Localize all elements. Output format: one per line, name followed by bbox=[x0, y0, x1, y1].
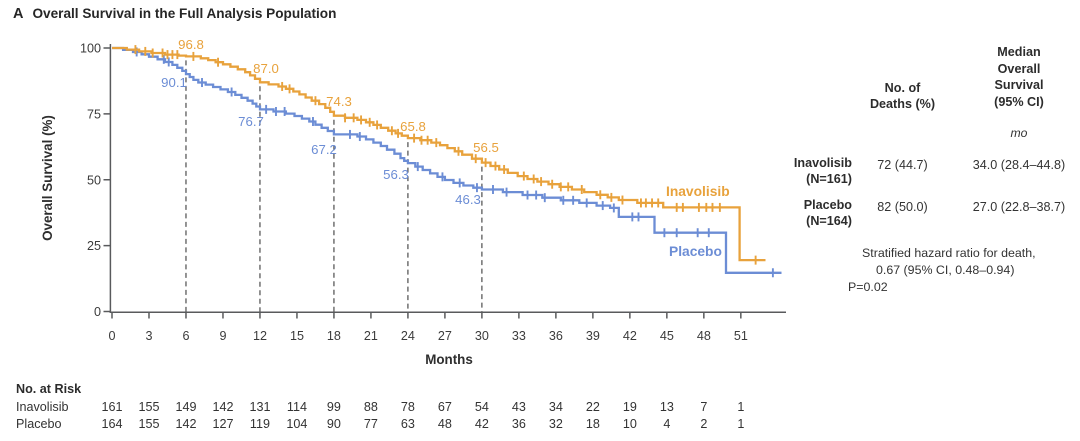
x-tick-label: 42 bbox=[623, 329, 637, 343]
risk-count: 2 bbox=[700, 417, 708, 431]
summary-row-label-inavolisib: Inavolisib (N=161) bbox=[793, 156, 852, 186]
risk-count: 18 bbox=[585, 417, 600, 431]
y-tick-label: 0 bbox=[94, 305, 101, 319]
survival-curve-placebo bbox=[112, 46, 782, 274]
panel-title: A Overall Survival in the Full Analysis P… bbox=[13, 6, 336, 22]
risk-count: 1 bbox=[737, 417, 745, 431]
landmark-label-inavolisib: 65.8 bbox=[400, 119, 426, 134]
risk-count: 164 bbox=[101, 417, 123, 431]
risk-count: 32 bbox=[548, 417, 563, 431]
survival-curve-inavolisib bbox=[112, 46, 766, 262]
landmark-label-placebo: 76.7 bbox=[238, 114, 264, 129]
risk-count: 119 bbox=[249, 417, 270, 431]
risk-count: 7 bbox=[700, 400, 708, 414]
x-tick-label: 12 bbox=[253, 329, 267, 343]
risk-count: 155 bbox=[138, 400, 160, 414]
risk-count: 63 bbox=[400, 417, 415, 431]
summary-header-median: Median Overall Survival (95% CI) bbox=[994, 45, 1044, 109]
landmark-label-placebo: 90.1 bbox=[161, 75, 187, 90]
hazard-ratio-line2: 0.67 (95% CI, 0.48–0.94) bbox=[876, 263, 1015, 277]
risk-count: 22 bbox=[585, 400, 600, 414]
x-tick-label: 27 bbox=[438, 329, 452, 343]
risk-count: 142 bbox=[175, 417, 197, 431]
risk-count: 155 bbox=[138, 417, 160, 431]
x-tick-label: 45 bbox=[660, 329, 674, 343]
y-tick-label: 50 bbox=[87, 173, 101, 187]
panel-letter: A bbox=[13, 6, 24, 22]
risk-count: 43 bbox=[511, 400, 526, 414]
y-axis-title: Overall Survival (%) bbox=[40, 115, 55, 241]
x-tick-label: 9 bbox=[219, 329, 226, 343]
landmark-label-inavolisib: 87.0 bbox=[253, 61, 279, 76]
summary-row-label-placebo: Placebo (N=164) bbox=[803, 198, 852, 228]
risk-count: 149 bbox=[175, 400, 197, 414]
curve-label-placebo: Placebo bbox=[669, 244, 722, 259]
risk-count: 48 bbox=[437, 417, 452, 431]
risk-count: 34 bbox=[548, 400, 563, 414]
summary-deaths-placebo: 82 (50.0) bbox=[877, 200, 928, 214]
y-tick-label: 100 bbox=[80, 42, 101, 56]
risk-count: 77 bbox=[363, 417, 378, 431]
risk-count: 104 bbox=[286, 417, 308, 431]
risk-count: 54 bbox=[474, 400, 489, 414]
risk-count: 99 bbox=[326, 400, 341, 414]
risk-count: 13 bbox=[659, 400, 674, 414]
summary-median-placebo: 27.0 (22.8–38.7) bbox=[972, 200, 1066, 214]
risk-count: 142 bbox=[212, 400, 234, 414]
x-tick-label: 30 bbox=[475, 329, 489, 343]
landmark-label-placebo: 46.3 bbox=[455, 192, 481, 207]
x-tick-label: 33 bbox=[512, 329, 526, 343]
curve-label-inavolisib: Inavolisib bbox=[666, 184, 730, 199]
summary-median-inavolisib: 34.0 (28.4–44.8) bbox=[972, 158, 1066, 172]
x-tick-label: 0 bbox=[108, 329, 115, 343]
risk-count: 88 bbox=[363, 400, 378, 414]
x-tick-label: 6 bbox=[182, 329, 189, 343]
landmark-label-inavolisib: 96.8 bbox=[178, 37, 204, 52]
risk-count: 90 bbox=[326, 417, 341, 431]
x-tick-label: 48 bbox=[697, 329, 711, 343]
panel-title-text: Overall Survival in the Full Analysis Po… bbox=[32, 6, 337, 21]
summary-header-deaths: No. of Deaths (%) bbox=[869, 81, 936, 111]
risk-count: 161 bbox=[101, 400, 123, 414]
hazard-ratio-note: Stratified hazard ratio for death, 0.67 … bbox=[848, 245, 1080, 296]
hazard-ratio-line1: Stratified hazard ratio for death, bbox=[862, 246, 1036, 260]
landmark-label-placebo: 67.2 bbox=[311, 142, 337, 157]
hazard-ratio-pvalue: P=0.02 bbox=[848, 280, 888, 294]
y-tick-label: 25 bbox=[87, 239, 101, 253]
risk-count: 131 bbox=[249, 400, 271, 414]
x-axis-title: Months bbox=[425, 352, 473, 367]
risk-count: 4 bbox=[663, 417, 671, 431]
summary-unit-mo: mo bbox=[1010, 126, 1028, 140]
risk-count: 10 bbox=[622, 417, 637, 431]
risk-count: 42 bbox=[474, 417, 489, 431]
landmark-label-placebo: 56.3 bbox=[383, 167, 409, 182]
risk-count: 67 bbox=[437, 400, 452, 414]
x-tick-label: 51 bbox=[734, 329, 748, 343]
y-tick-label: 75 bbox=[87, 107, 101, 121]
x-tick-label: 18 bbox=[327, 329, 341, 343]
x-tick-label: 3 bbox=[145, 329, 152, 343]
risk-row-label: Inavolisib bbox=[16, 400, 69, 414]
x-tick-label: 21 bbox=[364, 329, 378, 343]
risk-count: 78 bbox=[400, 400, 415, 414]
risk-count: 36 bbox=[511, 417, 526, 431]
risk-table-heading: No. at Risk bbox=[16, 382, 82, 396]
x-tick-label: 15 bbox=[290, 329, 304, 343]
summary-deaths-inavolisib: 72 (44.7) bbox=[877, 158, 928, 172]
landmark-label-inavolisib: 56.5 bbox=[473, 140, 499, 155]
x-tick-label: 39 bbox=[586, 329, 600, 343]
risk-count: 19 bbox=[622, 400, 637, 414]
risk-count: 1 bbox=[737, 400, 745, 414]
x-tick-label: 36 bbox=[549, 329, 563, 343]
risk-row-label: Placebo bbox=[16, 417, 62, 431]
landmark-label-inavolisib: 74.3 bbox=[326, 94, 352, 109]
x-tick-label: 24 bbox=[401, 329, 415, 343]
risk-count: 114 bbox=[286, 400, 307, 414]
risk-count: 127 bbox=[212, 417, 234, 431]
